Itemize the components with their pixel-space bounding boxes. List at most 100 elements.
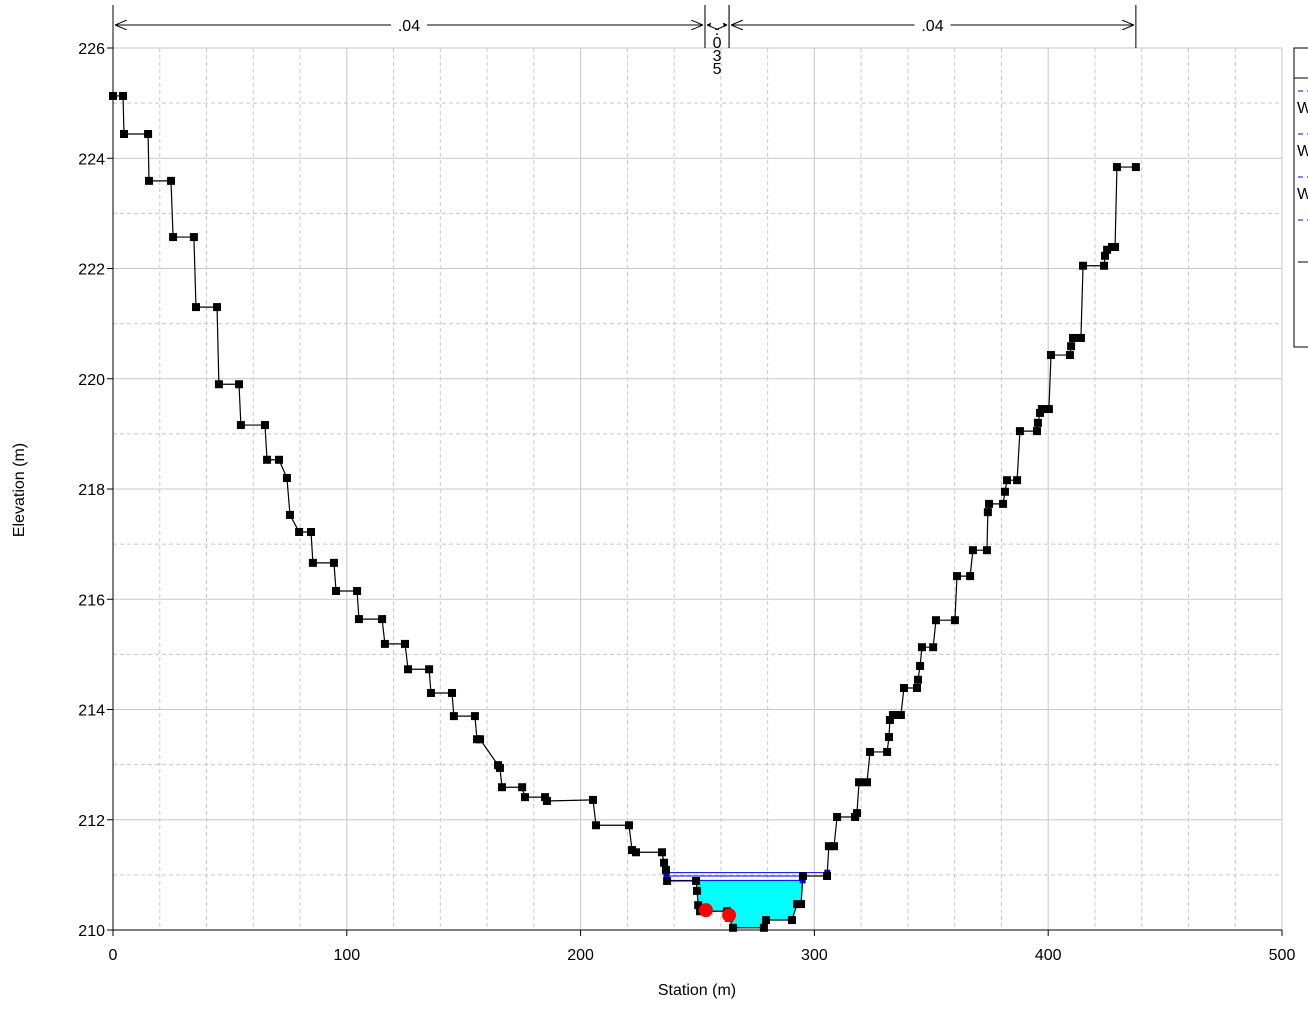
ground-point [1015,427,1024,436]
ground-point [888,711,897,720]
ground-point [1003,476,1012,485]
ground-point [1111,243,1120,252]
ground-point [966,572,975,581]
ground-point [191,303,200,312]
ground-point [896,711,905,720]
ground-point [999,499,1008,508]
ground-point [448,688,457,697]
ground-point [661,865,670,874]
legend-label: W [1297,186,1308,203]
ground-point [950,616,959,625]
ground-point [166,176,175,185]
ground-point [1044,405,1053,414]
ground-point [1112,163,1121,172]
legend-box [1293,47,1308,348]
ground-point [1067,342,1076,351]
ground-point [729,923,738,932]
x-tick-label: 400 [1035,947,1062,964]
ground-point [169,233,178,242]
ground-point [657,848,666,857]
bank-station [698,903,713,918]
ground-point [693,886,702,895]
ground-point [592,821,601,830]
ground-point [883,747,892,756]
ground-point [449,712,458,721]
ground-point [1101,251,1110,260]
ground-point [274,455,283,464]
ground-point [144,129,153,138]
ground-point [109,91,117,100]
ground-point [985,499,994,508]
y-tick-label: 222 [78,262,105,279]
n-label-bg [711,14,724,26]
ground-point [542,797,551,806]
ground-point [983,508,992,517]
ground-point [495,763,504,772]
x-tick-label: 0 [109,947,118,964]
ground-point [260,421,269,430]
ground-point [982,546,991,555]
ground-point [354,615,363,624]
ground-point [1131,163,1140,172]
ground-point [855,778,864,787]
ground-point [236,421,245,430]
ground-point [119,129,128,138]
ground-point [787,916,796,925]
ground-point [425,665,434,674]
y-tick-label: 226 [78,41,105,58]
ground-point [824,842,833,851]
n-label: .035 [709,22,726,74]
x-tick-label: 200 [567,947,594,964]
ground-point [378,615,387,624]
n-label: .04 [398,18,420,35]
y-axis-label: Elevation (m) [11,443,28,537]
ground-point [1079,261,1088,270]
ground-point [953,572,962,581]
y-tick-label: 216 [78,592,105,609]
ground-point [885,715,894,724]
ground-point [119,91,128,100]
y-tick-label: 220 [78,372,105,389]
ground-point [823,871,832,880]
ground-point [295,527,304,536]
ground-point [1037,405,1046,414]
x-tick-label: 500 [1269,947,1296,964]
ground-point [1103,245,1112,254]
ground-point [968,546,977,555]
ground-point [285,510,294,519]
ground-point [518,783,527,792]
ground-point [660,858,669,867]
ground-point [663,876,672,885]
ground-point [863,778,872,787]
ground-point [263,455,272,464]
ground-point [759,923,768,932]
legend-label: W [1297,100,1308,117]
ground-point [1076,333,1085,342]
ground-point [308,558,317,567]
ground-point [1065,351,1074,360]
ground-point [917,643,926,652]
x-tick-label: 300 [801,947,828,964]
ground-point [380,639,389,648]
y-tick-label: 214 [78,703,105,720]
ground-point [632,848,641,857]
ground-point [866,747,875,756]
ground-point [1068,333,1077,342]
ground-point [235,380,244,389]
ground-point [913,684,922,693]
ground-point [520,793,529,802]
ground-point [913,675,922,684]
ground-point [1033,418,1042,427]
n-label: .04 [921,18,943,35]
ground-point [476,735,485,744]
legend-label: W [1297,143,1308,160]
ground-point [329,558,338,567]
y-tick-label: 224 [78,151,105,168]
ground-point [332,586,341,595]
n-label-bg [390,16,427,34]
ground-point [307,527,316,536]
ground-point [498,783,507,792]
ground-point [1047,351,1056,360]
